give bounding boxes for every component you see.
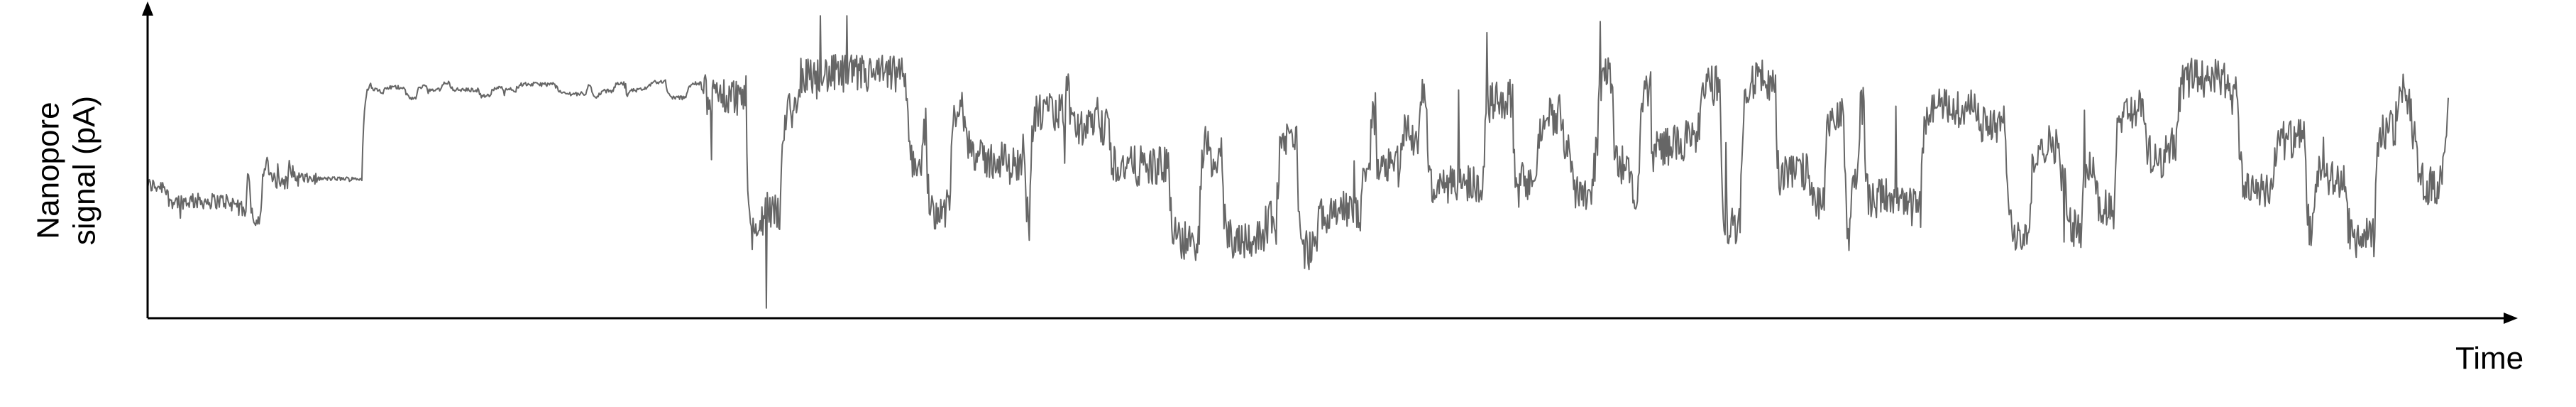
signal-trace [147, 15, 2449, 309]
plot-area [147, 15, 2449, 309]
y-axis-arrow [142, 1, 153, 16]
x-axis-arrow [2504, 313, 2518, 324]
x-axis-title: Time [2455, 341, 2524, 376]
y-axis-title-line-1: Nanopore [30, 102, 65, 239]
axes [142, 1, 2518, 324]
y-axis-title-line-2: signal (pA) [66, 95, 101, 246]
y-axis-title: Nanopore signal (pA) [26, 67, 107, 273]
